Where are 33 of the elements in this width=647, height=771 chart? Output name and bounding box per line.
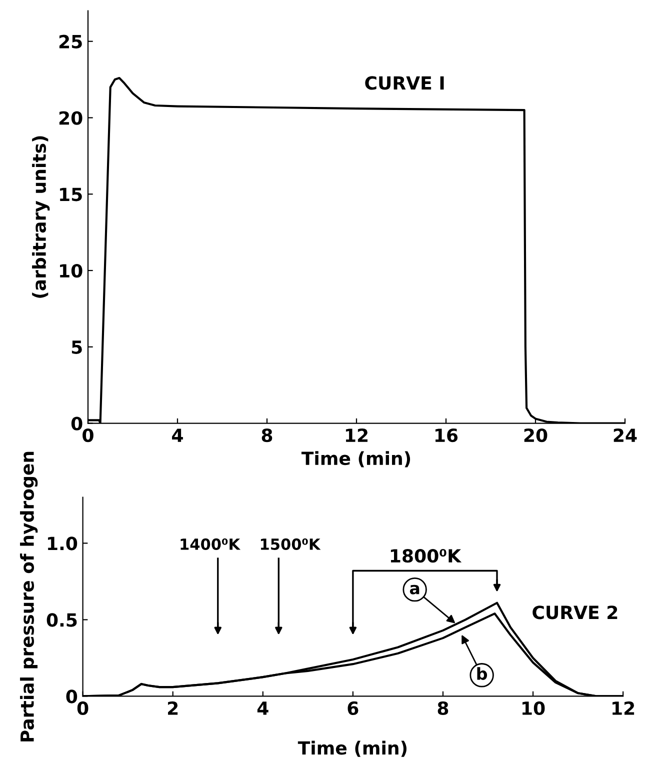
x-tick-label: 16 xyxy=(435,428,458,442)
y-axis-title: Partial pressure of hydrogen xyxy=(20,452,38,742)
y-tick-label: 10 xyxy=(60,264,82,278)
x-tick-label: 2 xyxy=(168,701,178,715)
y-tick-label: 0 xyxy=(71,416,82,430)
x-tick-label: 8 xyxy=(262,428,272,442)
y-axis-title: (arbitrary units) xyxy=(32,136,50,298)
y-tick-label: 0.5 xyxy=(46,613,77,627)
x-tick-label: 6 xyxy=(348,701,358,716)
x-tick-label: 4 xyxy=(257,702,268,715)
y-tick-label: 1.0 xyxy=(48,536,78,550)
x-tick-label: 10 xyxy=(522,701,545,716)
x-tick-label: 20 xyxy=(524,428,548,442)
y-tick-label: 15 xyxy=(60,188,82,202)
ref-line-label: 1400⁰K xyxy=(180,538,241,550)
ref-line-label: 1800⁰K xyxy=(390,548,462,563)
y-tick-label: 25 xyxy=(59,34,82,48)
x-axis-title: Time (min) xyxy=(301,451,410,468)
y-tick-label: 20 xyxy=(59,111,82,125)
ref-line-label: 1500⁰K xyxy=(260,538,321,550)
x-tick-label: 24 xyxy=(614,428,637,442)
x-tick-label: 8 xyxy=(438,701,448,716)
annotation: CURVE 2 xyxy=(532,606,618,620)
x-tick-label: 12 xyxy=(612,701,634,715)
y-tick-label: 5 xyxy=(72,340,82,354)
x-tick-label: 0 xyxy=(82,428,94,442)
x-tick-label: 12 xyxy=(346,428,368,442)
annotation: CURVE I xyxy=(365,76,444,90)
annotation: a xyxy=(410,584,420,594)
y-tick-label: 0 xyxy=(66,690,78,704)
annotation: b xyxy=(477,667,488,680)
x-tick-label: 4 xyxy=(172,428,183,442)
x-axis-title: Time (min) xyxy=(298,740,406,757)
